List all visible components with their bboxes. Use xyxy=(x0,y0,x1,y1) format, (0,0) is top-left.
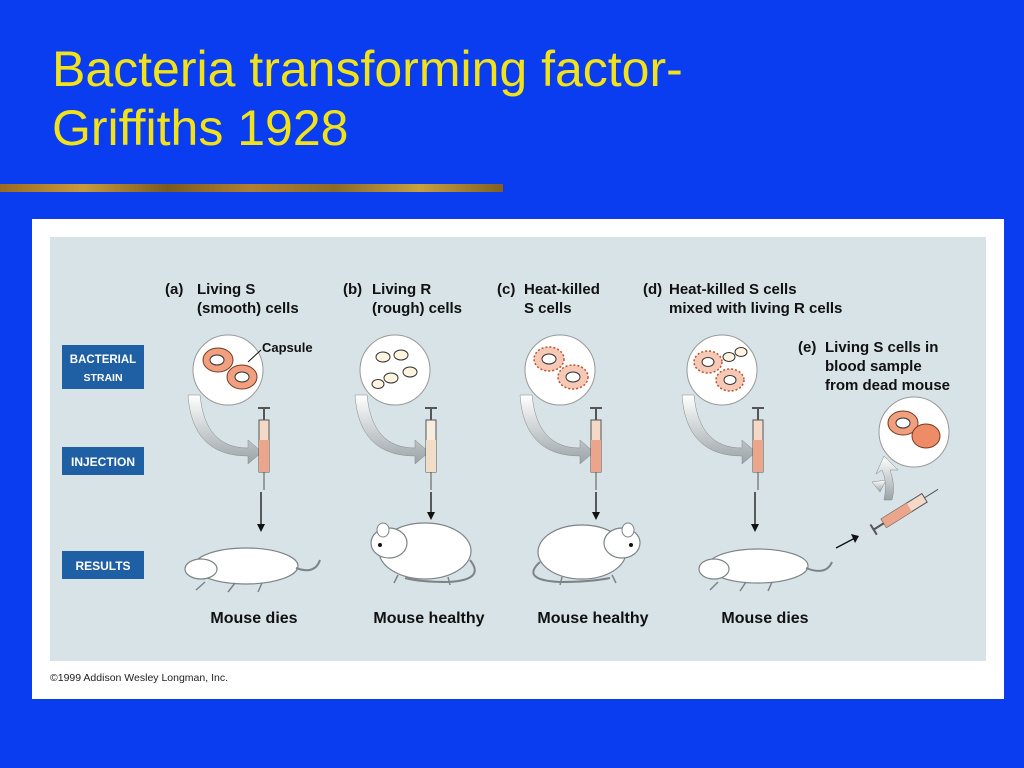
stage-c-result: Mouse healthy xyxy=(537,610,648,627)
row-label-results-text: RESULTS xyxy=(75,559,130,573)
stage-a-result: Mouse dies xyxy=(210,610,297,627)
title-line-1: Bacteria transforming factor- xyxy=(52,41,683,97)
mouse-dead-a xyxy=(184,547,321,593)
stage-c-line2: S cells xyxy=(524,300,572,317)
stage-d: (d) Heat-killed S cells mixed with livin… xyxy=(643,281,842,627)
stage-e-line1: Living S cells in xyxy=(825,339,938,356)
stage-d-line1: Heat-killed S cells xyxy=(669,281,797,298)
stage-d-line2: mixed with living R cells xyxy=(669,300,842,317)
stage-c-letter: (c) xyxy=(497,281,515,298)
stage-d-result: Mouse dies xyxy=(721,610,808,627)
row-label-results: RESULTS xyxy=(62,551,144,579)
mouse-healthy-c xyxy=(532,522,641,586)
stage-a-letter: (a) xyxy=(165,281,183,298)
stage-e-syringe xyxy=(869,488,939,536)
stage-a-line1: Living S xyxy=(197,281,255,298)
stage-b-circle xyxy=(359,334,431,406)
stage-e-line2: blood sample xyxy=(825,358,922,375)
row-label-strain-line1: BACTERIAL xyxy=(70,354,136,366)
slide-title: Bacteria transforming factor- Griffiths … xyxy=(52,40,952,158)
stage-a-line2: (smooth) cells xyxy=(197,300,299,317)
figure-panel xyxy=(50,237,986,661)
stage-b-letter: (b) xyxy=(343,281,362,298)
stage-b-arrow xyxy=(354,394,430,465)
stage-e-arrow xyxy=(875,455,899,501)
stage-e-line3: from dead mouse xyxy=(825,377,950,394)
capsule-label: Capsule xyxy=(262,340,313,355)
title-underline xyxy=(0,184,503,192)
row-label-injection-text: INJECTION xyxy=(71,455,135,469)
row-label-injection: INJECTION xyxy=(62,447,144,475)
stage-d-arrow xyxy=(681,394,757,465)
copyright-text: ©1999 Addison Wesley Longman, Inc. xyxy=(50,672,228,684)
mouse-healthy-b xyxy=(370,522,476,586)
stage-d-circle xyxy=(686,334,758,406)
stage-d-letter: (d) xyxy=(643,281,662,298)
row-label-bacterial-strain: BACTERIAL STRAIN xyxy=(62,345,144,389)
stage-a-arrow xyxy=(187,394,263,465)
stage-c: (c) Heat-killed S cells Mouse healthy xyxy=(497,281,649,627)
stage-b-line1: Living R xyxy=(372,281,431,298)
title-line-2: Griffiths 1928 xyxy=(52,100,349,156)
stage-c-line1: Heat-killed xyxy=(524,281,600,298)
stage-b-result: Mouse healthy xyxy=(373,610,484,627)
stage-e-letter: (e) xyxy=(798,339,816,356)
stage-a: (a) Living S (smooth) cells Capsule Mous… xyxy=(165,281,321,627)
row-label-strain-line2: STRAIN xyxy=(83,372,122,384)
stage-c-arrow xyxy=(519,394,595,465)
stage-e: (e) Living S cells in blood sample from … xyxy=(798,339,950,549)
stage-b-line2: (rough) cells xyxy=(372,300,462,317)
stage-b: (b) Living R (rough) cells Mouse healthy xyxy=(343,281,485,627)
mouse-dead-d xyxy=(698,548,833,592)
